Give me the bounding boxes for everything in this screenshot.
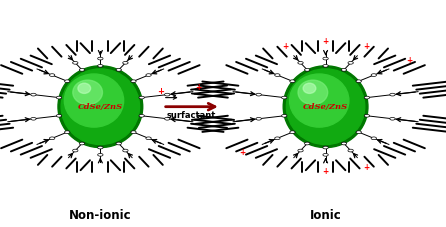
Circle shape: [256, 93, 261, 96]
Text: +: +: [282, 42, 288, 51]
Circle shape: [348, 149, 353, 152]
Text: CdSe/ZnS: CdSe/ZnS: [78, 103, 123, 111]
Circle shape: [341, 142, 347, 145]
Circle shape: [73, 149, 78, 152]
Text: +: +: [157, 87, 164, 96]
Ellipse shape: [303, 83, 316, 93]
Circle shape: [65, 131, 70, 133]
Circle shape: [50, 74, 55, 76]
Circle shape: [79, 142, 85, 145]
Circle shape: [139, 114, 145, 117]
Text: CdSe/ZnS: CdSe/ZnS: [303, 103, 348, 111]
Circle shape: [364, 114, 370, 117]
Circle shape: [50, 137, 55, 140]
Circle shape: [341, 69, 347, 71]
Circle shape: [390, 117, 395, 120]
Circle shape: [65, 80, 70, 83]
Circle shape: [356, 80, 361, 83]
Circle shape: [364, 96, 370, 99]
Text: +: +: [196, 83, 202, 92]
Text: +: +: [406, 56, 412, 65]
Ellipse shape: [61, 69, 140, 144]
Circle shape: [73, 62, 78, 64]
Circle shape: [98, 146, 103, 149]
Ellipse shape: [283, 66, 368, 148]
Circle shape: [290, 80, 295, 83]
Circle shape: [305, 69, 310, 71]
Ellipse shape: [64, 74, 124, 127]
Circle shape: [31, 117, 36, 120]
Ellipse shape: [73, 80, 103, 105]
Text: +: +: [363, 42, 369, 51]
Circle shape: [371, 137, 376, 140]
Text: +: +: [239, 148, 245, 157]
Ellipse shape: [298, 80, 328, 105]
Circle shape: [79, 69, 85, 71]
Text: +: +: [363, 163, 369, 172]
Circle shape: [123, 149, 128, 152]
Circle shape: [146, 137, 151, 140]
Circle shape: [275, 137, 280, 140]
Circle shape: [281, 96, 287, 99]
Circle shape: [371, 74, 376, 76]
Circle shape: [56, 96, 62, 99]
Circle shape: [139, 96, 145, 99]
Circle shape: [146, 74, 151, 76]
Circle shape: [256, 117, 261, 120]
Circle shape: [281, 114, 287, 117]
Circle shape: [31, 93, 36, 96]
Ellipse shape: [58, 66, 143, 148]
Circle shape: [305, 142, 310, 145]
Circle shape: [356, 131, 361, 133]
Circle shape: [298, 149, 303, 152]
Text: +: +: [322, 167, 329, 176]
Circle shape: [98, 64, 103, 67]
Text: Ionic: Ionic: [310, 209, 342, 222]
Ellipse shape: [286, 69, 365, 144]
Circle shape: [116, 69, 121, 71]
Circle shape: [290, 131, 295, 133]
Circle shape: [98, 153, 103, 156]
Circle shape: [323, 64, 328, 67]
Circle shape: [323, 153, 328, 156]
Circle shape: [116, 142, 121, 145]
Text: Non-ionic: Non-ionic: [69, 209, 132, 222]
Ellipse shape: [289, 74, 349, 127]
Circle shape: [390, 93, 395, 96]
Circle shape: [98, 57, 103, 60]
Circle shape: [56, 114, 62, 117]
Circle shape: [298, 62, 303, 64]
Circle shape: [123, 62, 128, 64]
Ellipse shape: [78, 83, 91, 93]
Circle shape: [131, 80, 136, 83]
Circle shape: [323, 146, 328, 149]
Circle shape: [275, 74, 280, 76]
Circle shape: [165, 117, 170, 120]
Text: surfactant: surfactant: [167, 111, 216, 120]
Circle shape: [348, 62, 353, 64]
Circle shape: [165, 93, 170, 96]
Text: +: +: [322, 37, 329, 46]
Circle shape: [131, 131, 136, 133]
Circle shape: [323, 57, 328, 60]
